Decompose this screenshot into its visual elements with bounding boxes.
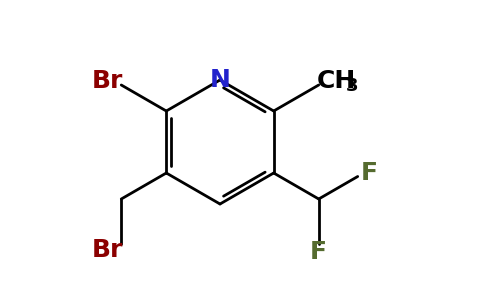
Text: N: N bbox=[210, 68, 230, 92]
Text: F: F bbox=[361, 160, 378, 184]
Text: F: F bbox=[310, 240, 327, 264]
Text: CH: CH bbox=[317, 69, 356, 93]
Text: 3: 3 bbox=[346, 77, 358, 95]
Text: Br: Br bbox=[91, 69, 123, 93]
Text: Br: Br bbox=[91, 238, 123, 262]
